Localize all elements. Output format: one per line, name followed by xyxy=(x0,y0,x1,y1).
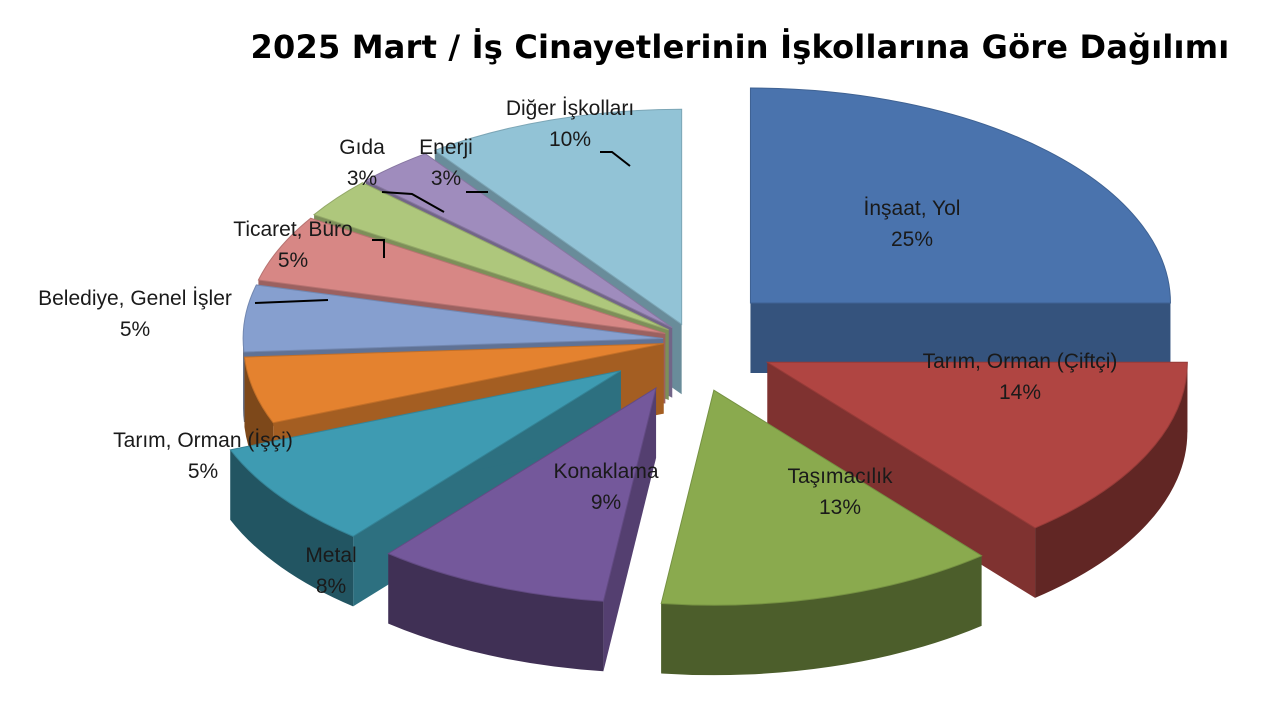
slice-side xyxy=(243,338,244,422)
pie-slice xyxy=(749,87,1171,304)
slice-side xyxy=(661,555,982,676)
pie-slice xyxy=(364,153,673,329)
leader-line xyxy=(254,299,329,304)
slice-value-label: 3% xyxy=(347,167,377,190)
pie-slice xyxy=(313,182,669,331)
pie-slice xyxy=(242,284,664,353)
slice-value-label: 5% xyxy=(120,318,150,341)
slice-value-label: 5% xyxy=(188,460,218,483)
slice-value-label: 13% xyxy=(819,496,861,519)
slice-value-label: 25% xyxy=(891,228,933,251)
slice-label: İnşaat, Yol xyxy=(864,197,961,220)
pie-slice xyxy=(387,386,657,602)
slice-label: Enerji xyxy=(419,136,473,159)
slice-side xyxy=(388,553,604,672)
slice-wall-end xyxy=(750,303,1171,374)
pie-slice xyxy=(765,361,1188,529)
slice-label: Tarım, Orman (İşçi) xyxy=(113,429,293,452)
slice-side xyxy=(1035,362,1188,598)
slice-side xyxy=(230,449,354,607)
chart-title: 2025 Mart / İş Cinayetlerinin İşkolların… xyxy=(250,28,1230,66)
pie-slice xyxy=(660,389,983,606)
slice-sides xyxy=(229,87,1188,676)
slice-value-label: 14% xyxy=(999,381,1041,404)
leader-lines xyxy=(254,151,631,304)
slice-label: Ticaret, Büro xyxy=(233,218,352,241)
leader-line xyxy=(381,191,445,213)
slice-label: Taşımacılık xyxy=(787,465,893,488)
leader-line xyxy=(600,151,631,167)
slice-label: Konaklama xyxy=(553,460,658,483)
pie-slice xyxy=(433,108,683,326)
slice-label: Metal xyxy=(305,544,356,567)
slice-value-label: 3% xyxy=(431,167,461,190)
pie-slice xyxy=(243,343,664,424)
slice-label: Gıda xyxy=(339,136,385,159)
slice-value-label: 9% xyxy=(591,491,621,514)
slice-labels: İnşaat, Yol 25% Tarım, Orman (Çiftçi) 14% Ta… xyxy=(38,97,1117,598)
slice-label: Belediye, Genel İşler xyxy=(38,287,232,310)
pie-slice xyxy=(229,370,622,537)
pie-slice xyxy=(257,217,666,334)
slice-label: Diğer İşkolları xyxy=(506,97,634,120)
slice-value-label: 8% xyxy=(316,575,346,598)
slice-wall-end xyxy=(767,362,1036,598)
leader-line xyxy=(372,239,385,258)
slice-value-label: 5% xyxy=(278,249,308,272)
slice-label: Tarım, Orman (Çiftçi) xyxy=(923,350,1118,373)
slice-value-label: 10% xyxy=(549,128,591,151)
